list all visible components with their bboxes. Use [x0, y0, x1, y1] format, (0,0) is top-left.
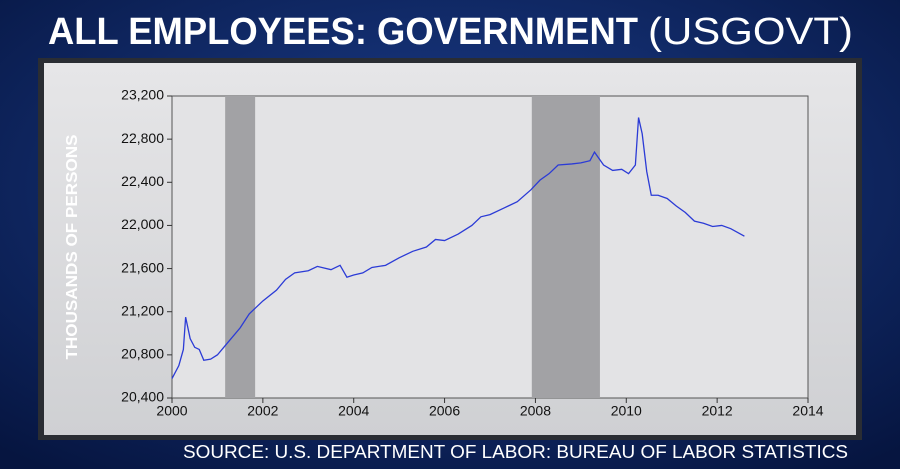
y-tick-label: 20,400 — [121, 389, 164, 405]
x-tick-label: 2004 — [338, 403, 369, 419]
plot-area — [171, 95, 809, 399]
x-tick-label: 2006 — [429, 403, 460, 419]
x-tick-label: 2002 — [247, 403, 278, 419]
y-tick-label: 22,800 — [121, 130, 164, 146]
recession-band — [225, 96, 256, 398]
y-tick-label: 23,200 — [121, 87, 164, 103]
x-tick-label: 2010 — [611, 403, 642, 419]
chart-title: ALL EMPLOYEES: GOVERNMENT — [48, 11, 638, 53]
y-tick-label: 21,600 — [121, 259, 164, 275]
x-tick-label: 2012 — [702, 403, 733, 419]
x-tick-label: 2000 — [156, 403, 187, 419]
x-tick-label: 2008 — [520, 403, 551, 419]
recession-band — [531, 96, 600, 398]
y-tick-label: 21,200 — [121, 302, 164, 318]
y-tick-label: 22,400 — [121, 173, 164, 189]
data-line — [171, 117, 745, 379]
x-tick-label: 2014 — [792, 403, 823, 419]
y-tick-label: 22,000 — [121, 216, 164, 232]
source-note: SOURCE: U.S. DEPARTMENT OF LABOR: BUREAU… — [183, 442, 848, 462]
chart-title-code: (USGOVT) — [648, 11, 853, 53]
y-axis-label: THOUSANDS OF PERSONS — [64, 134, 81, 359]
y-tick-label: 20,800 — [121, 346, 164, 362]
